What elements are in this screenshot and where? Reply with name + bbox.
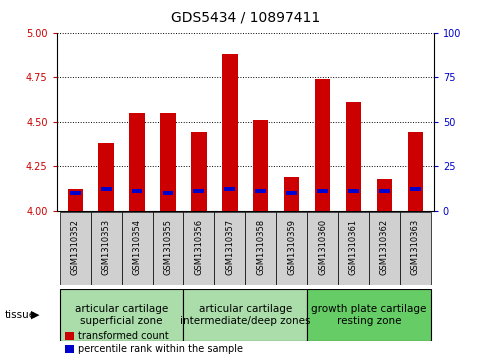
Text: GSM1310355: GSM1310355 bbox=[164, 219, 173, 275]
Text: GDS5434 / 10897411: GDS5434 / 10897411 bbox=[171, 11, 320, 25]
Text: GSM1310356: GSM1310356 bbox=[194, 219, 204, 275]
Text: GSM1310358: GSM1310358 bbox=[256, 219, 265, 275]
Bar bbox=[377, 179, 392, 211]
Text: articular cartilage
intermediate/deep zones: articular cartilage intermediate/deep zo… bbox=[180, 304, 311, 326]
Bar bbox=[160, 113, 176, 211]
Bar bbox=[183, 289, 307, 341]
Text: GSM1310352: GSM1310352 bbox=[70, 219, 80, 275]
Bar bbox=[348, 189, 359, 193]
Bar bbox=[410, 187, 421, 191]
Bar bbox=[338, 212, 369, 285]
Text: articular cartilage
superficial zone: articular cartilage superficial zone bbox=[75, 304, 168, 326]
Bar bbox=[284, 177, 299, 211]
Bar bbox=[70, 191, 81, 195]
Bar bbox=[99, 143, 114, 211]
Text: tissue: tissue bbox=[5, 310, 36, 320]
Bar bbox=[222, 54, 238, 211]
Text: GSM1310361: GSM1310361 bbox=[349, 219, 358, 275]
Bar bbox=[214, 212, 245, 285]
Bar bbox=[369, 212, 400, 285]
Bar bbox=[60, 212, 91, 285]
Bar bbox=[276, 212, 307, 285]
Bar bbox=[224, 187, 235, 191]
Bar bbox=[245, 212, 276, 285]
Bar bbox=[307, 289, 431, 341]
Bar bbox=[101, 187, 111, 191]
Bar bbox=[255, 189, 266, 193]
Bar bbox=[183, 212, 214, 285]
Bar bbox=[132, 189, 142, 193]
Text: GSM1310359: GSM1310359 bbox=[287, 219, 296, 275]
Bar bbox=[193, 189, 204, 193]
Bar bbox=[253, 120, 269, 211]
Bar bbox=[191, 132, 207, 211]
Bar bbox=[408, 132, 423, 211]
Bar bbox=[122, 212, 152, 285]
Text: GSM1310363: GSM1310363 bbox=[411, 219, 420, 275]
Text: GSM1310354: GSM1310354 bbox=[133, 219, 141, 275]
Bar bbox=[286, 191, 297, 195]
Bar bbox=[152, 212, 183, 285]
Text: growth plate cartilage
resting zone: growth plate cartilage resting zone bbox=[311, 304, 426, 326]
Bar bbox=[91, 212, 122, 285]
Bar bbox=[163, 191, 174, 195]
Bar bbox=[315, 79, 330, 211]
Text: GSM1310353: GSM1310353 bbox=[102, 219, 110, 275]
Bar bbox=[317, 189, 328, 193]
Bar bbox=[60, 289, 183, 341]
Text: GSM1310360: GSM1310360 bbox=[318, 219, 327, 275]
Bar bbox=[68, 189, 83, 211]
Text: ▶: ▶ bbox=[31, 310, 39, 320]
Bar bbox=[400, 212, 431, 285]
Bar bbox=[307, 212, 338, 285]
Legend: transformed count, percentile rank within the sample: transformed count, percentile rank withi… bbox=[62, 327, 247, 358]
Bar bbox=[379, 189, 390, 193]
Bar bbox=[346, 102, 361, 211]
Bar bbox=[129, 113, 145, 211]
Text: GSM1310357: GSM1310357 bbox=[225, 219, 234, 275]
Text: GSM1310362: GSM1310362 bbox=[380, 219, 389, 275]
